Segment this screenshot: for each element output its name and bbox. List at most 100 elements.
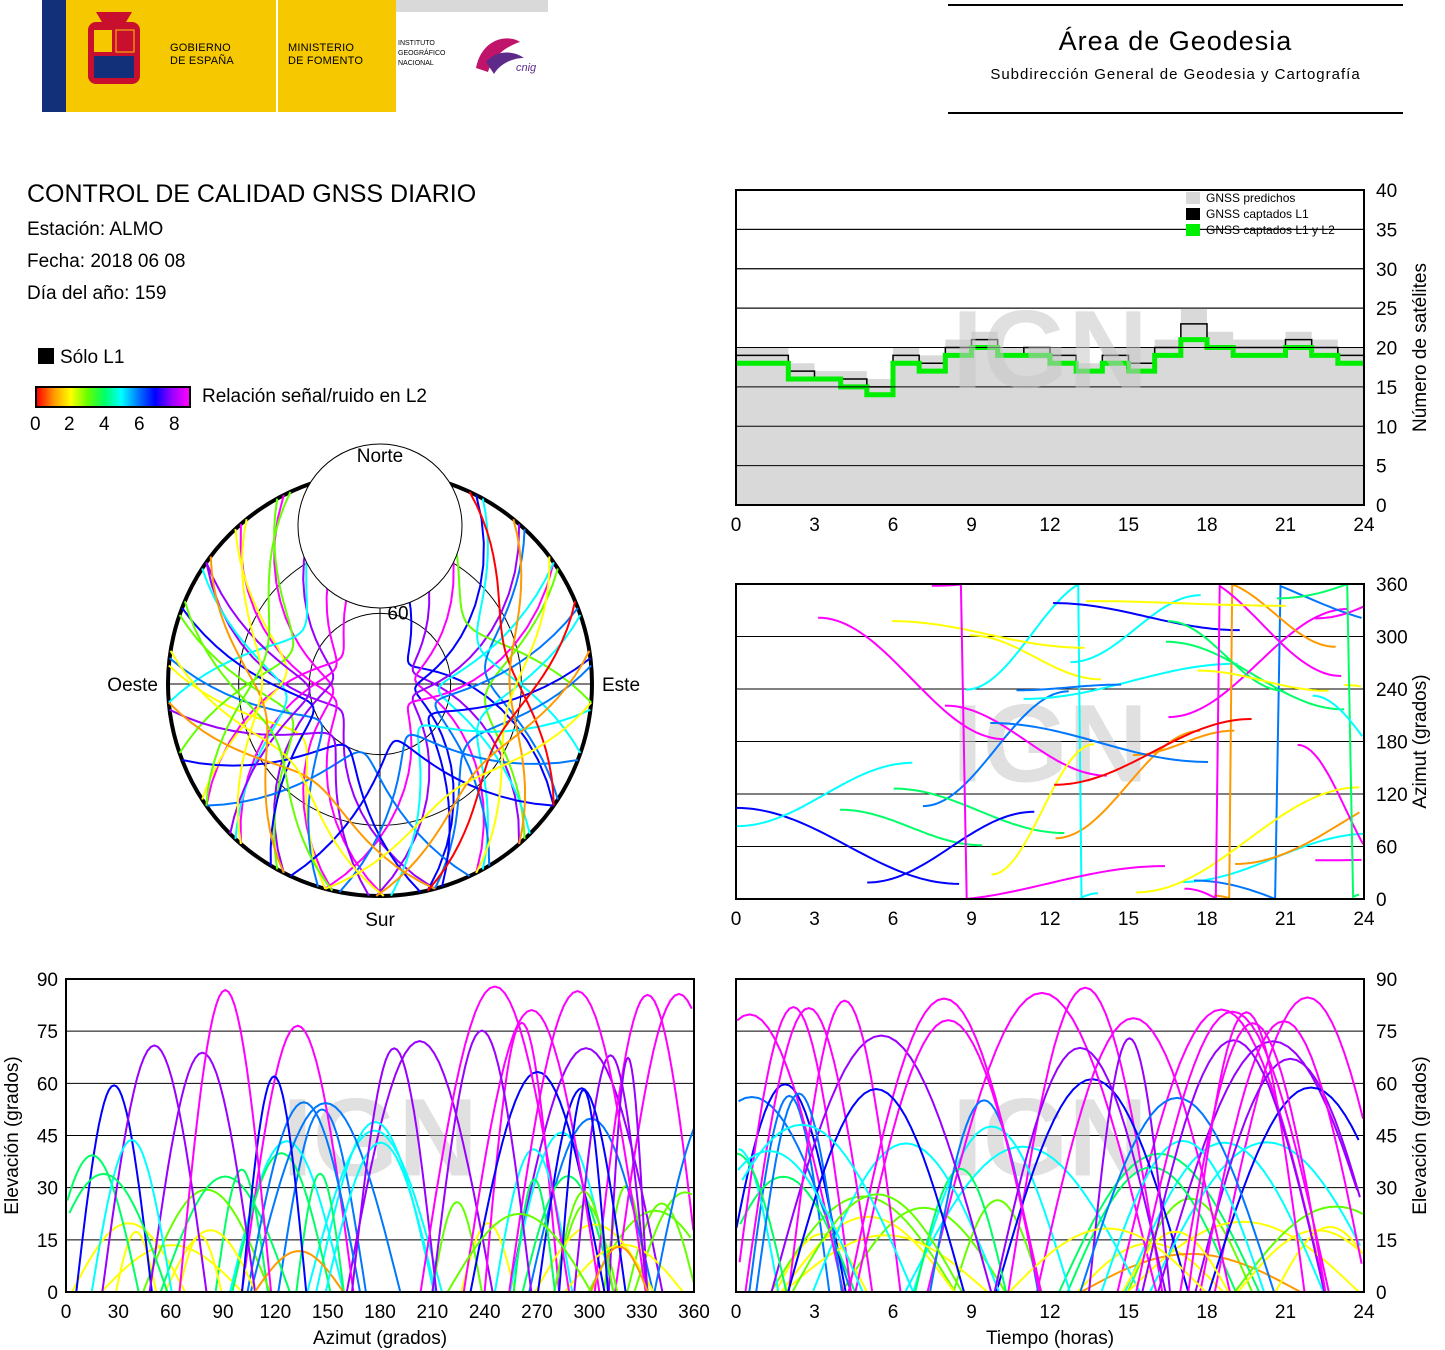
elev-az-track bbox=[241, 1075, 308, 1293]
ign-watermark: IGN bbox=[952, 683, 1148, 806]
legend-label: GNSS captados L1 y L2 bbox=[1206, 223, 1335, 237]
x-tick-label: 90 bbox=[212, 1302, 233, 1323]
elev-az-track bbox=[178, 988, 273, 1293]
x-tick-label: 15 bbox=[1118, 1302, 1139, 1323]
y-tick-label: 90 bbox=[37, 970, 58, 991]
elevation-track bbox=[1080, 1252, 1301, 1293]
azimuth-track bbox=[1053, 602, 1240, 632]
y-tick-label: 60 bbox=[1376, 838, 1397, 859]
y-tick-label: 60 bbox=[1376, 1074, 1397, 1095]
elev-az-track bbox=[508, 990, 647, 1293]
x-tick-label: 12 bbox=[1039, 515, 1060, 532]
sky-track bbox=[201, 528, 288, 800]
elevation-track bbox=[736, 1152, 788, 1293]
x-tick-label: 18 bbox=[1196, 515, 1217, 532]
area-subtitle: Subdirección General de Geodesia y Carto… bbox=[990, 66, 1361, 83]
x-tick-label: 21 bbox=[1275, 515, 1296, 532]
elev-az-tracks bbox=[66, 985, 695, 1293]
y-tick-label: 30 bbox=[1376, 260, 1397, 281]
plot-border bbox=[735, 189, 1365, 506]
elev-az-track bbox=[508, 1047, 664, 1293]
azimuth-track bbox=[1055, 729, 1201, 840]
sky-track bbox=[169, 708, 370, 897]
elev-az-track bbox=[295, 1172, 345, 1293]
y-tick-label: 90 bbox=[1376, 970, 1397, 991]
x-tick-label: 9 bbox=[966, 1302, 977, 1323]
elevation-track bbox=[1121, 1230, 1230, 1293]
sky-track bbox=[427, 657, 591, 887]
sky-track bbox=[434, 607, 579, 866]
elevation-track bbox=[787, 999, 902, 1293]
azimuth-track bbox=[736, 761, 913, 828]
x-tick-label: 15 bbox=[1118, 515, 1139, 532]
sky-track bbox=[475, 556, 551, 874]
elevation-track bbox=[791, 1193, 963, 1293]
sky-track bbox=[414, 476, 485, 874]
x-tick-label: 21 bbox=[1275, 909, 1296, 930]
azimuth-track bbox=[1023, 662, 1238, 700]
y-tick-label: 75 bbox=[37, 1022, 58, 1043]
x-tick-label: 15 bbox=[1118, 909, 1139, 930]
y-tick-label: 0 bbox=[1376, 890, 1387, 911]
y-tick-label: 45 bbox=[37, 1127, 58, 1148]
azimuth-track bbox=[1070, 594, 1201, 664]
elevation-track bbox=[738, 1006, 852, 1293]
elevation-track bbox=[914, 1167, 1008, 1293]
y-tick-label: 240 bbox=[1376, 680, 1408, 701]
sky-track bbox=[239, 523, 385, 897]
azimuth-track bbox=[1016, 683, 1122, 692]
ign-watermark: IGN bbox=[952, 289, 1148, 412]
skyplot-chart: 3060NorteSurEsteOeste bbox=[107, 443, 640, 931]
elevation-track bbox=[770, 1034, 993, 1293]
sky-track bbox=[273, 494, 335, 892]
elev-az-track bbox=[75, 1084, 153, 1293]
x-tick-label: 360 bbox=[678, 1302, 710, 1323]
plot-border bbox=[735, 978, 1365, 1293]
ring-label-60: 60 bbox=[387, 603, 408, 624]
ign-line1: INSTITUTO bbox=[398, 40, 435, 47]
elev-az-track bbox=[66, 1154, 140, 1293]
elev-az-track bbox=[148, 1051, 257, 1293]
azimuth-track bbox=[1054, 718, 1252, 786]
east-label: Este bbox=[602, 675, 640, 696]
y-tick-label: 40 bbox=[1376, 181, 1397, 202]
elev-az-track bbox=[164, 1229, 257, 1293]
azimuth-track bbox=[1344, 684, 1362, 688]
elevation-tracks bbox=[735, 986, 1365, 1293]
x-tick-label: 24 bbox=[1353, 909, 1375, 930]
elev-az-track bbox=[589, 1245, 649, 1293]
x-tick-label: 330 bbox=[626, 1302, 658, 1323]
station-label: Estación: ALMO bbox=[27, 219, 164, 240]
sky-track bbox=[508, 518, 526, 845]
y-tick-label: 300 bbox=[1376, 628, 1408, 649]
plot-border bbox=[65, 978, 695, 1293]
elevation-track bbox=[782, 1234, 989, 1293]
elevation-track bbox=[1141, 1039, 1326, 1293]
elevation-track bbox=[811, 1142, 1001, 1293]
elev-az-track bbox=[246, 1101, 361, 1293]
elevation-vs-azimuth-chart: 0 15 30 45 60 75 90 0 30 60 90 120 150 180 210 240 270 30… bbox=[2, 970, 710, 1349]
elevation-track bbox=[1149, 1141, 1362, 1293]
ign-logo: INSTITUTO GEOGRÁFICO NACIONAL cnig bbox=[396, 0, 548, 112]
y-tick-label: 10 bbox=[1376, 417, 1397, 438]
elevation-vs-time-chart: 0 15 30 45 60 75 90 0 3 6 9 12 15 18 21 24 Elevación (gr… bbox=[731, 970, 1431, 1349]
elev-az-track bbox=[462, 1008, 601, 1293]
elevation-track bbox=[847, 997, 1041, 1293]
area-title: Área de Geodesia bbox=[1058, 26, 1293, 56]
elev-az-track bbox=[534, 1223, 655, 1293]
sky-track bbox=[206, 751, 471, 877]
sky-track bbox=[205, 562, 436, 890]
elev-az-track bbox=[593, 993, 695, 1293]
date-label: Fecha: 2018 06 08 bbox=[27, 251, 186, 272]
eu-flag-strip bbox=[42, 0, 66, 112]
elevation-track bbox=[1035, 1017, 1231, 1293]
elev-az-track bbox=[101, 1044, 208, 1293]
sky-track bbox=[414, 494, 485, 892]
azimuth-chart: 0 60 120 180 240 300 360 0 3 6 9 12 15 18 21 24 Azimut (… bbox=[731, 575, 1431, 930]
elevation-track bbox=[755, 1092, 843, 1293]
x-tick-label: 6 bbox=[888, 1302, 899, 1323]
azimuth-track bbox=[1135, 786, 1360, 894]
elev-az-track bbox=[431, 1201, 483, 1293]
elevation-track bbox=[912, 1125, 1071, 1293]
azimuth-track bbox=[1165, 640, 1345, 711]
